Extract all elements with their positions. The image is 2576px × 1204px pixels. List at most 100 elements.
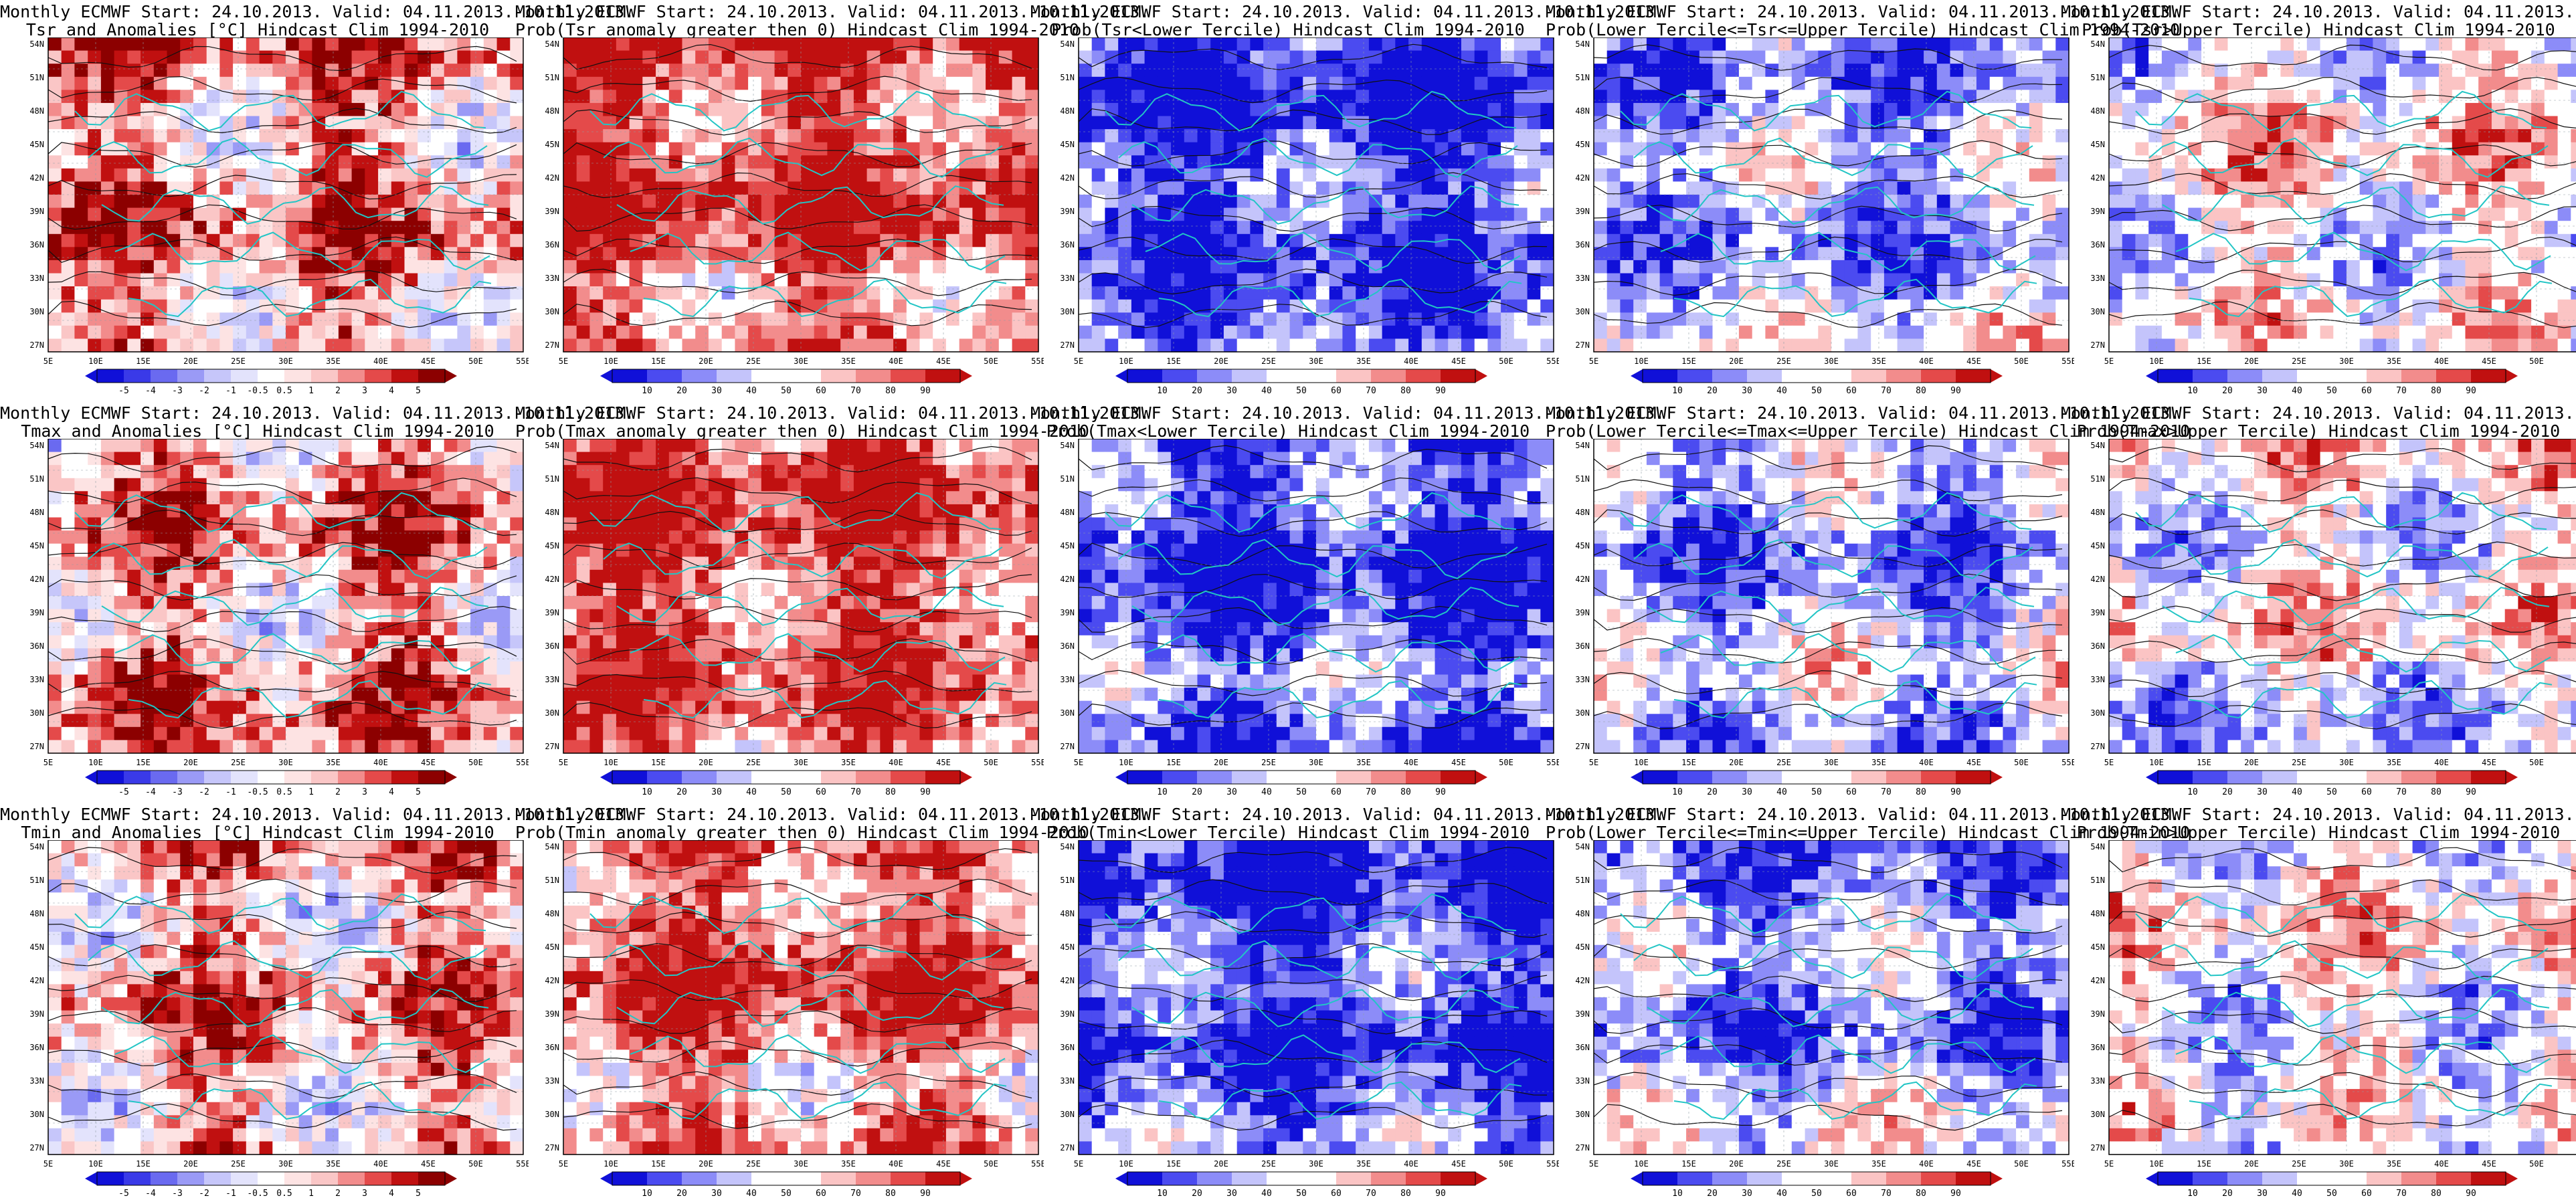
field-cell <box>1171 181 1185 195</box>
field-cell <box>2109 233 2123 247</box>
field-cell <box>656 181 670 195</box>
field-cell <box>1171 168 1185 182</box>
field-cell <box>1474 129 1488 143</box>
field-cell <box>206 338 220 353</box>
field-cell <box>391 247 405 261</box>
field-cell <box>2214 338 2229 353</box>
field-cell <box>2214 76 2229 90</box>
field-cell <box>2478 221 2492 235</box>
field-cell <box>563 207 577 221</box>
field-cell <box>827 90 841 104</box>
field-cell <box>1079 76 1093 90</box>
field-cell <box>404 452 418 466</box>
field-cell <box>642 181 656 195</box>
field-cell <box>2531 312 2545 326</box>
field-cell <box>180 129 194 143</box>
y-tick-label: 30N <box>1575 307 1590 316</box>
field-cell <box>1606 207 1621 221</box>
field-cell <box>576 76 590 90</box>
field-cell <box>1738 233 1753 247</box>
field-cell <box>2571 221 2576 235</box>
field-cell <box>933 76 947 90</box>
field-cell <box>2029 260 2043 274</box>
field-cell <box>1197 102 1211 117</box>
field-cell <box>2557 195 2571 209</box>
field-cell <box>496 90 511 104</box>
field-cell <box>1527 37 1541 52</box>
field-cell <box>2201 325 2215 339</box>
panel-title-line: Monthly ECMWF Start: 24.10.2013. Valid: … <box>1546 2 2181 21</box>
field-cell <box>1184 221 1198 235</box>
field-cell <box>1594 299 1608 313</box>
field-cell <box>2465 50 2479 64</box>
field-cell <box>959 64 973 78</box>
field-cell <box>1924 221 1938 235</box>
field-cell <box>2333 102 2347 117</box>
field-cell <box>616 64 630 78</box>
field-cell <box>576 64 590 78</box>
field-cell <box>246 37 260 52</box>
field-cell <box>88 478 102 492</box>
field-cell <box>972 50 986 64</box>
field-cell <box>893 155 907 169</box>
field-cell <box>193 299 207 313</box>
field-cell <box>629 37 643 52</box>
field-cell <box>853 299 868 313</box>
field-cell <box>1778 168 1792 182</box>
field-cell <box>1329 299 1343 313</box>
field-cell <box>2320 90 2334 104</box>
field-cell <box>2294 207 2308 221</box>
field-cell <box>1699 195 1714 209</box>
field-cell <box>2122 260 2136 274</box>
field-cell <box>1250 233 1264 247</box>
field-cell <box>1356 273 1370 287</box>
field-cell <box>153 491 168 505</box>
field-cell <box>682 37 696 52</box>
field-cell <box>735 233 749 247</box>
field-cell <box>906 233 921 247</box>
field-cell <box>2504 260 2518 274</box>
field-cell <box>801 221 815 235</box>
field-cell <box>496 116 511 130</box>
field-cell <box>114 325 128 339</box>
field-cell <box>2003 325 2017 339</box>
field-cell <box>642 286 656 300</box>
field-cell <box>259 233 273 247</box>
field-cell <box>430 195 445 209</box>
field-cell <box>972 233 986 247</box>
field-cell <box>114 129 128 143</box>
field-cell <box>1976 286 1991 300</box>
colorbar-segment <box>1127 369 1163 383</box>
field-cell <box>1686 64 1700 78</box>
field-cell <box>141 142 155 156</box>
field-cell <box>656 129 670 143</box>
coastline-border <box>101 185 489 225</box>
field-cell <box>972 299 986 313</box>
field-cell <box>589 168 604 182</box>
y-tick-label: 39N <box>29 207 44 216</box>
field-cell <box>1131 312 1145 326</box>
field-cell <box>603 195 617 209</box>
field-cell <box>1236 129 1251 143</box>
field-cell <box>1513 129 1528 143</box>
field-cell <box>1184 325 1198 339</box>
colorbar-segment <box>1406 369 1441 383</box>
x-tick-label: 30E <box>794 357 808 366</box>
field-cell <box>2188 37 2202 52</box>
field-cell <box>1421 102 1436 117</box>
field-cell <box>1897 260 1911 274</box>
field-cell <box>1646 102 1661 117</box>
field-cell <box>1236 286 1251 300</box>
field-cell <box>74 129 88 143</box>
field-cell <box>312 90 326 104</box>
field-cell <box>2135 142 2149 156</box>
field-cell <box>1368 168 1383 182</box>
field-cell <box>1421 76 1436 90</box>
field-cell <box>708 102 723 117</box>
field-cell <box>1421 338 1436 353</box>
field-cell <box>788 207 802 221</box>
field-cell <box>774 168 788 182</box>
field-cell <box>153 207 168 221</box>
field-cell <box>2003 207 2017 221</box>
field-cell <box>312 312 326 326</box>
